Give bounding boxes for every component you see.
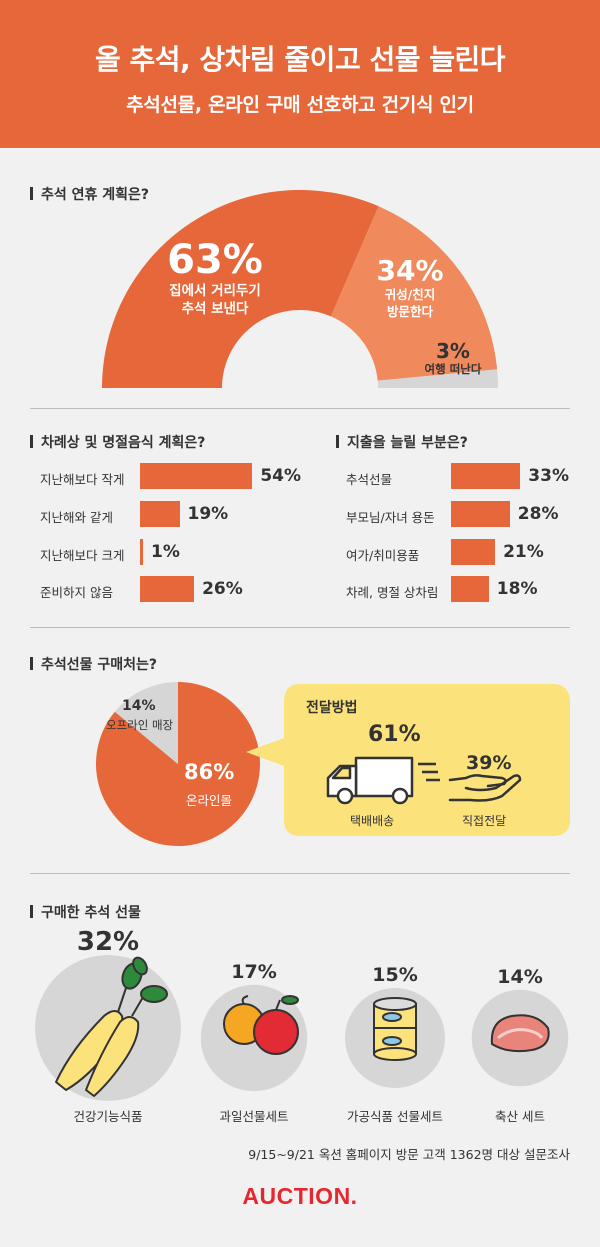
bar-value-label: 54% bbox=[260, 466, 302, 486]
page-title: 올 추석, 상차림 줄이고 선물 늘린다 bbox=[94, 43, 506, 76]
callout-delivery-pct: 61% bbox=[368, 722, 421, 747]
bar-category-label: 지난해보다 작게 bbox=[40, 472, 125, 487]
page-subtitle: 추석선물, 온라인 구매 선호하고 건기식 인기 bbox=[126, 94, 474, 116]
pie-category-label: 오프라인 매장 bbox=[106, 718, 174, 732]
section-title-text: 지출을 늘릴 부분은? bbox=[347, 435, 468, 451]
bar bbox=[140, 463, 253, 489]
bar bbox=[451, 463, 521, 489]
callout-title: 전달방법 bbox=[306, 700, 358, 716]
donut-value-label: 3% bbox=[436, 339, 470, 363]
callout-direct-pct: 39% bbox=[466, 752, 512, 774]
truck-icon bbox=[326, 756, 440, 805]
bar-value-label: 21% bbox=[503, 542, 544, 562]
bar-value-label: 28% bbox=[517, 504, 559, 524]
bar bbox=[451, 576, 489, 602]
header: 올 추석, 상차림 줄이고 선물 늘린다 추석선물, 온라인 구매 선호하고 건… bbox=[0, 0, 600, 148]
section-title-text: 차례상 및 명절음식 계획은? bbox=[41, 435, 206, 451]
donut-value-label: 34% bbox=[376, 254, 444, 287]
section-title-table-plan: 차례상 및 명절음식 계획은? bbox=[30, 432, 205, 452]
donut-segment bbox=[377, 369, 498, 388]
pie-value-label: 86% bbox=[184, 760, 235, 784]
bar-value-label: 33% bbox=[528, 466, 569, 486]
divider bbox=[30, 627, 570, 628]
donut-segment bbox=[102, 189, 379, 388]
donut-label: 34% 귀성/친지 방문한다 bbox=[340, 254, 480, 321]
fruit-icon bbox=[223, 995, 299, 1055]
section-title-purchase-channel: 추석선물 구매처는? bbox=[30, 654, 157, 674]
bar bbox=[140, 501, 180, 527]
bar-category-label: 지난해와 같게 bbox=[40, 510, 113, 525]
donut-value-label: 63% bbox=[167, 237, 263, 283]
bar-category-label: 차례, 명절 상차림 bbox=[346, 585, 439, 600]
bar-value-label: 1% bbox=[151, 542, 180, 562]
ginseng-icon bbox=[55, 956, 168, 1097]
bar-category-label: 지난해보다 크게 bbox=[40, 548, 125, 563]
canned-food-icon bbox=[373, 997, 417, 1061]
gift-bubbles bbox=[35, 955, 569, 1101]
donut-category-label: 집에서 거리두기 bbox=[169, 283, 261, 299]
bar-category-label: 추석선물 bbox=[346, 472, 393, 487]
gift-category-label: 과일선물세트 bbox=[219, 1109, 289, 1124]
section-title-text: 추석 연휴 계획은? bbox=[41, 187, 150, 203]
bar bbox=[451, 539, 496, 565]
section-title-gifts: 구매한 추석 선물 bbox=[30, 902, 141, 922]
donut-segment bbox=[330, 206, 498, 381]
purchase-channel-pie bbox=[96, 682, 570, 846]
bar-value-label: 19% bbox=[187, 504, 229, 524]
survey-note: 9/15~9/21 옥션 홈페이지 방문 고객 1362명 대상 설문조사 bbox=[248, 1147, 570, 1162]
bar bbox=[140, 576, 195, 602]
gift-category-label: 축산 세트 bbox=[495, 1109, 545, 1124]
bar-category-label: 부모님/자녀 용돈 bbox=[346, 510, 435, 525]
donut-label: 3% 여행 떠난다 bbox=[388, 340, 518, 378]
callout-delivery-label: 택배배송 bbox=[350, 814, 395, 828]
title-bar-mark bbox=[30, 435, 33, 448]
holiday-plan-donut bbox=[102, 189, 498, 388]
bar-category-label: 준비하지 않음 bbox=[40, 585, 113, 600]
donut-category-label: 추석 보낸다 bbox=[181, 301, 249, 318]
donut-category-label: 방문한다 bbox=[386, 303, 433, 319]
pie-category-label: 온라인몰 bbox=[186, 793, 233, 808]
auction-logo: AUCTION. bbox=[242, 1183, 358, 1209]
hand-icon bbox=[448, 774, 522, 802]
gift-category-label: 가공식품 선물세트 bbox=[347, 1109, 443, 1124]
callout-direct-label: 직접전달 bbox=[462, 814, 507, 828]
title-bar-mark bbox=[30, 657, 33, 670]
title-bar-mark bbox=[336, 435, 339, 448]
divider bbox=[30, 408, 570, 409]
bar-value-label: 18% bbox=[496, 579, 538, 599]
section-title-holiday-plan: 추석 연휴 계획은? bbox=[30, 184, 149, 204]
gift-value-label: 14% bbox=[497, 965, 543, 988]
title-bar-mark bbox=[30, 905, 33, 918]
gift-value-label: 15% bbox=[372, 964, 418, 987]
gift-value-label: 17% bbox=[231, 960, 277, 983]
divider bbox=[30, 873, 570, 874]
gift-category-label: 건강기능식품 bbox=[73, 1109, 143, 1124]
gift-value-label: 32% bbox=[76, 927, 140, 957]
bar bbox=[140, 539, 143, 565]
meat-icon bbox=[490, 1014, 550, 1053]
pie-value-label: 14% bbox=[122, 698, 156, 714]
donut-category-label: 여행 떠난다 bbox=[424, 362, 482, 376]
section-title-text: 추석선물 구매처는? bbox=[41, 657, 158, 673]
title-bar-mark bbox=[30, 187, 33, 200]
bar-category-label: 여가/취미용품 bbox=[346, 548, 420, 563]
donut-category-label: 귀성/친지 bbox=[384, 286, 436, 302]
section-title-spending: 지출을 늘릴 부분은? bbox=[336, 432, 468, 452]
bar bbox=[451, 501, 510, 527]
section-title-text: 구매한 추석 선물 bbox=[41, 905, 141, 921]
pie-slice bbox=[114, 682, 178, 764]
bar-value-label: 26% bbox=[202, 579, 243, 599]
